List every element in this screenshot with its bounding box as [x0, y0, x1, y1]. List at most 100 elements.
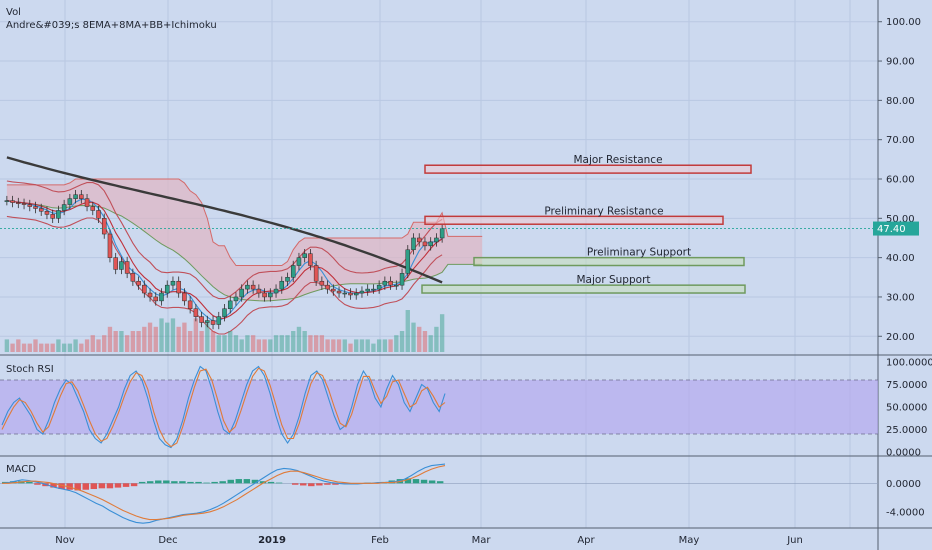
support-zone[interactable]: Major Support [421, 274, 746, 294]
candle-body [107, 233, 113, 258]
candle[interactable] [382, 276, 388, 290]
candle[interactable] [33, 201, 38, 214]
candle[interactable] [250, 280, 256, 294]
candle[interactable] [210, 315, 216, 330]
candle[interactable] [313, 260, 319, 286]
macd-histogram-bar [130, 483, 138, 487]
candle-body [176, 280, 181, 294]
candle[interactable] [285, 272, 290, 286]
candle[interactable] [245, 280, 250, 294]
candle[interactable] [216, 311, 222, 330]
candle-body [325, 284, 330, 290]
candle[interactable] [170, 276, 176, 290]
candle[interactable] [153, 292, 159, 306]
candle[interactable] [142, 280, 147, 298]
candle-body [365, 288, 370, 292]
candle[interactable] [273, 284, 279, 298]
macd-histogram-bar [291, 483, 299, 485]
candle[interactable] [56, 205, 61, 224]
candle[interactable] [434, 233, 439, 247]
candle[interactable] [256, 284, 262, 298]
macd-axis[interactable]: 0.0000 -4.0000 [886, 479, 925, 518]
candle[interactable] [136, 276, 141, 290]
candle[interactable] [107, 229, 113, 263]
candle[interactable] [205, 315, 210, 328]
volume-bar [44, 343, 50, 352]
candle[interactable] [405, 245, 411, 279]
price-axis[interactable]: 100.00 90.00 80.00 70.00 60.00 50.00 40.00 30.0… [873, 17, 921, 343]
macd-histogram-bar [412, 479, 420, 484]
candle[interactable] [16, 197, 21, 209]
candle[interactable] [388, 276, 393, 290]
candle[interactable] [296, 252, 302, 271]
candle[interactable] [302, 248, 307, 263]
candle[interactable] [233, 292, 239, 306]
candle[interactable] [325, 280, 330, 294]
candle[interactable] [10, 195, 15, 208]
candle[interactable] [262, 288, 267, 302]
candle[interactable] [176, 276, 181, 298]
candle[interactable] [279, 276, 285, 294]
resistance-zone[interactable]: Major Resistance [424, 154, 752, 174]
candle[interactable] [84, 193, 90, 212]
stoch-rsi-axis[interactable]: 100.0000 75.0000 50.0000 25.0000 0.0000 [886, 358, 932, 459]
candle[interactable] [222, 304, 227, 322]
candle[interactable] [90, 201, 96, 216]
candle[interactable] [348, 288, 353, 300]
candle[interactable] [61, 199, 67, 216]
time-axis[interactable]: Nov Dec 2019 Feb Mar Apr May Jun [55, 535, 803, 546]
candle[interactable] [21, 198, 27, 210]
candle[interactable] [342, 288, 348, 298]
candle[interactable] [27, 199, 33, 212]
candle[interactable] [124, 256, 130, 279]
candlesticks[interactable] [4, 190, 445, 330]
candle[interactable] [399, 268, 405, 290]
candle[interactable] [38, 203, 44, 216]
candle[interactable] [394, 280, 399, 290]
candle[interactable] [268, 288, 273, 302]
candle[interactable] [130, 268, 136, 286]
candle-body [416, 237, 422, 243]
candle[interactable] [67, 193, 73, 210]
candle[interactable] [44, 206, 50, 220]
candle[interactable] [187, 296, 193, 314]
candle[interactable] [416, 233, 422, 247]
candle[interactable] [353, 288, 359, 300]
candle[interactable] [365, 284, 370, 296]
candle[interactable] [439, 223, 445, 243]
candle[interactable] [359, 286, 365, 298]
support-resistance-zones[interactable]: Major Resistance Preliminary Resistance Pr… [421, 154, 752, 294]
candle[interactable] [79, 190, 84, 204]
volume-bar [113, 331, 118, 352]
candle[interactable] [182, 288, 187, 306]
candle[interactable] [376, 280, 382, 294]
candle[interactable] [290, 260, 296, 283]
candle[interactable] [371, 284, 376, 294]
macd-histogram-bar [428, 480, 436, 484]
candle[interactable] [193, 304, 199, 322]
candle[interactable] [50, 209, 55, 224]
candle[interactable] [422, 237, 428, 251]
candle[interactable] [101, 213, 107, 239]
candle[interactable] [428, 237, 433, 251]
candle[interactable] [331, 284, 336, 296]
candle[interactable] [119, 256, 124, 275]
support-zone[interactable]: Preliminary Support [473, 247, 745, 267]
volume-bar [319, 335, 325, 352]
candle[interactable] [239, 284, 244, 302]
candle[interactable] [199, 311, 204, 328]
candle[interactable] [73, 190, 78, 204]
candle[interactable] [159, 288, 164, 306]
resistance-zone[interactable]: Preliminary Resistance [424, 205, 724, 225]
candle[interactable] [227, 296, 233, 314]
candle[interactable] [308, 248, 313, 271]
candle[interactable] [319, 276, 325, 290]
candle[interactable] [4, 195, 10, 206]
candle[interactable] [147, 288, 153, 302]
candle[interactable] [113, 252, 118, 275]
candle[interactable] [336, 286, 342, 298]
candle[interactable] [411, 233, 416, 255]
candle[interactable] [164, 280, 170, 298]
candle[interactable] [96, 205, 101, 224]
